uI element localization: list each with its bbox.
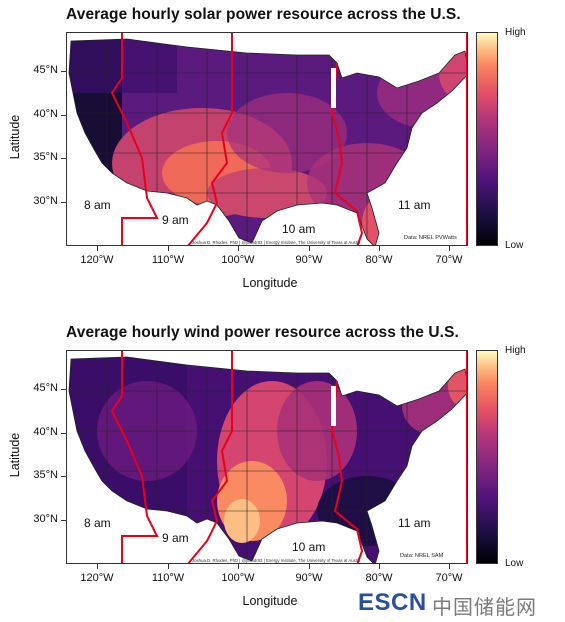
y-tick-mark — [61, 115, 66, 116]
map-credit: Joshua D. Rhodes, PhD | @joshdr83 | Ener… — [192, 558, 361, 563]
us-outline — [68, 38, 467, 245]
x-tick-mark — [97, 246, 98, 251]
timezone-line-pacific-mountain — [110, 351, 159, 563]
x-tick-mark — [238, 564, 239, 569]
x-tick-label: 80°W — [365, 572, 393, 584]
timezone-line-central-eastern — [330, 380, 364, 563]
y-tick-mark — [61, 433, 66, 434]
y-tick-label: 30°N — [33, 195, 58, 207]
x-tick-label: 70°W — [435, 254, 463, 266]
y-tick-mark — [61, 158, 66, 159]
y-tick-label: 35°N — [33, 151, 58, 163]
wind-map-panel: Average hourly wind power resource acros… — [0, 318, 565, 618]
solar-map-panel: Average hourly solar power resource acro… — [0, 0, 565, 300]
x-tick-mark — [168, 564, 169, 569]
y-tick-mark — [61, 389, 66, 390]
y-tick-label: 45°N — [33, 64, 58, 76]
y-axis-label: Latitude — [8, 114, 22, 160]
scale-low-label: Low — [505, 240, 524, 251]
timezone-label-eastern: 11 am — [398, 516, 431, 530]
y-tick-mark — [61, 202, 66, 203]
timezone-label-pacific: 8 am — [84, 516, 111, 530]
y-tick-label: 35°N — [33, 469, 58, 481]
lake-michigan — [331, 386, 336, 426]
color-scale-bar — [476, 32, 498, 246]
scale-low-label: Low — [505, 558, 524, 569]
wind-heatmap — [68, 351, 467, 563]
x-axis-label: Longitude — [242, 594, 298, 608]
map-source: Data: NREL SAM — [400, 553, 444, 559]
map-title: Average hourly wind power resource acros… — [66, 324, 459, 341]
timezone-label-mountain: 9 am — [162, 213, 189, 227]
map-source: Data: NREL PVWatts — [404, 235, 457, 241]
x-tick-label: 100°W — [221, 254, 255, 266]
escn-watermark-text: 中国储能网 — [432, 597, 537, 619]
x-tick-label: 120°W — [80, 572, 114, 584]
y-tick-label: 40°N — [33, 426, 58, 438]
heat-cell-high-plains — [224, 499, 260, 543]
x-tick-mark — [309, 246, 310, 251]
x-tick-mark — [97, 564, 98, 569]
y-tick-mark — [61, 476, 66, 477]
escn-watermark-logo: ESCN — [358, 589, 427, 616]
x-tick-label: 80°W — [365, 254, 393, 266]
x-tick-mark — [309, 564, 310, 569]
y-tick-label: 45°N — [33, 382, 58, 394]
timezone-label-pacific: 8 am — [84, 198, 111, 212]
map-plot-area — [66, 32, 468, 246]
scale-high-label: High — [505, 27, 526, 38]
solar-heatmap — [68, 33, 467, 245]
x-tick-mark — [238, 246, 239, 251]
color-scale-bar — [476, 350, 498, 564]
map-plot-area — [66, 350, 468, 564]
y-tick-mark — [61, 520, 66, 521]
heat-cell-maine — [448, 366, 467, 406]
x-axis-label: Longitude — [242, 276, 298, 290]
y-tick-mark — [61, 71, 66, 72]
timezone-label-central: 10 am — [292, 540, 326, 554]
us-outline — [68, 356, 467, 563]
x-tick-mark — [168, 246, 169, 251]
x-tick-label: 90°W — [295, 254, 323, 266]
y-tick-label: 40°N — [33, 108, 58, 120]
map-credit: Joshua D. Rhodes, PhD | @joshdr83 | Ener… — [192, 240, 361, 245]
y-tick-label: 30°N — [33, 513, 58, 525]
x-tick-label: 110°W — [151, 572, 185, 584]
x-tick-label: 90°W — [295, 572, 323, 584]
y-axis-label: Latitude — [8, 432, 22, 478]
x-tick-mark — [449, 246, 450, 251]
x-tick-label: 120°W — [80, 254, 114, 266]
timezone-line-central-eastern — [330, 62, 364, 245]
x-tick-mark — [379, 246, 380, 251]
timezone-label-central: 10 am — [282, 222, 316, 236]
map-title: Average hourly solar power resource acro… — [66, 6, 461, 23]
timezone-line-pacific-mountain — [110, 33, 159, 245]
timezone-label-mountain: 9 am — [162, 531, 189, 545]
scale-high-label: High — [505, 345, 526, 356]
x-tick-label: 70°W — [435, 572, 463, 584]
x-tick-label: 110°W — [151, 254, 185, 266]
x-tick-mark — [379, 564, 380, 569]
timezone-label-eastern: 11 am — [398, 198, 431, 212]
x-tick-label: 100°W — [221, 572, 255, 584]
lake-michigan — [331, 68, 336, 108]
timezone-line-mountain-central — [187, 351, 233, 563]
timezone-line-mountain-central — [187, 33, 233, 245]
x-tick-mark — [449, 564, 450, 569]
